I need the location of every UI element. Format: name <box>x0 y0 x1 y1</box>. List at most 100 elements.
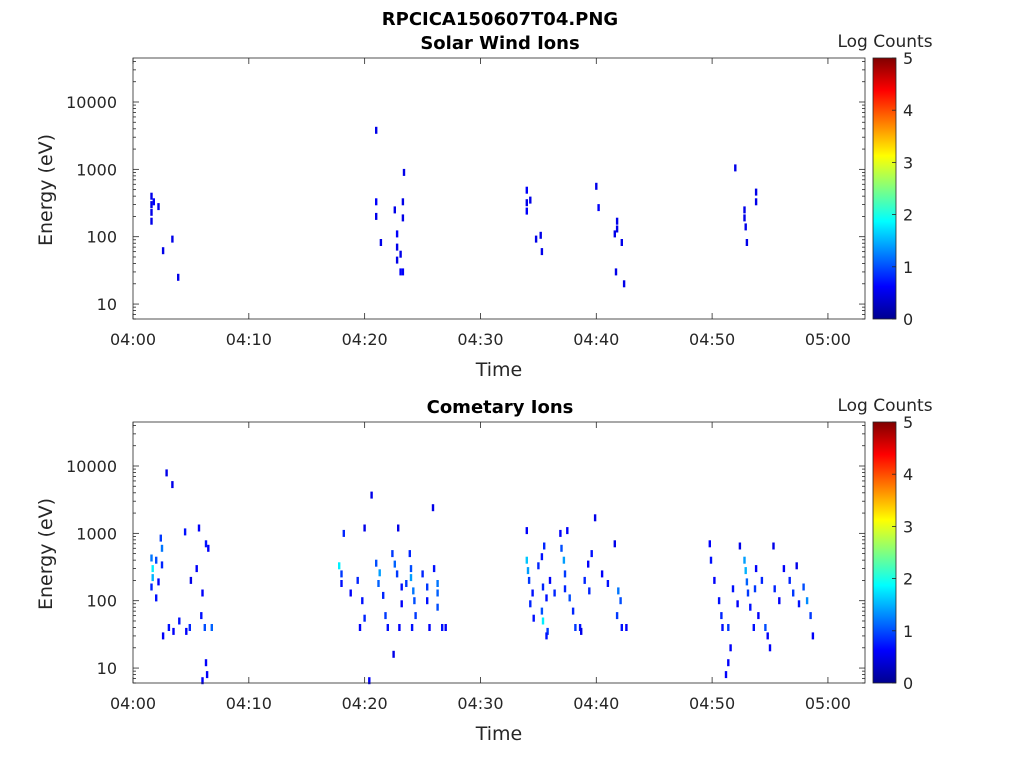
heatmap-cell <box>409 574 413 582</box>
heatmap-cell <box>395 570 399 578</box>
heatmap-cell <box>378 569 381 577</box>
colorbar-tick-label: 0 <box>903 674 913 693</box>
heatmap-cell <box>207 544 210 552</box>
heatmap-cell <box>525 556 528 564</box>
heatmap-cell <box>151 574 154 582</box>
heatmap-cell <box>734 164 737 172</box>
colorbar-tick-label: 3 <box>903 517 913 536</box>
heatmap-cells-cometary <box>150 469 815 685</box>
heatmap-cell <box>752 624 755 631</box>
heatmap-cell <box>622 280 626 288</box>
heatmap-cell <box>204 659 208 667</box>
heatmap-cell <box>738 542 742 550</box>
heatmap-cell <box>368 677 371 685</box>
x-axis-label-solar-wind: Time <box>475 359 523 381</box>
heatmap-cell <box>200 612 203 620</box>
heatmap-cell <box>546 627 549 635</box>
x-tick-label: 04:40 <box>573 694 619 713</box>
x-tick-label: 04:20 <box>342 330 388 349</box>
heatmap-cell <box>414 612 417 620</box>
heatmap-cell <box>797 600 801 608</box>
heatmap-cell <box>392 650 395 658</box>
y-tick-label: 10000 <box>66 457 117 476</box>
panel-solar-wind: Solar Wind Ions 04:00 04:10 04:20 04:30 04:4… <box>35 32 933 381</box>
heatmap-cells-solar-wind <box>150 126 758 288</box>
colorbar-label-solar-wind: Log Counts <box>837 32 932 52</box>
heatmap-cell <box>620 624 623 631</box>
heatmap-cell <box>183 528 187 536</box>
heatmap-cell <box>617 587 620 595</box>
colorbar-label-cometary: Log Counts <box>837 396 932 416</box>
colorbar-tick-label: 1 <box>903 258 913 277</box>
colorbar-tick-label: 2 <box>903 206 913 225</box>
heatmap-cell <box>399 250 402 258</box>
x-tick-label: 04:30 <box>457 694 503 713</box>
heatmap-cell <box>745 578 749 586</box>
colorbar-tick-label: 4 <box>903 101 913 120</box>
heatmap-cell <box>426 597 429 605</box>
y-tick-label: 100 <box>86 228 117 247</box>
heatmap-cell <box>342 529 345 537</box>
heatmap-cell <box>397 524 400 532</box>
heatmap-cell <box>375 212 378 220</box>
heatmap-cell <box>525 207 528 215</box>
colorbar-ticks-solar-wind: 0 1 2 3 4 5 <box>892 49 913 329</box>
heatmap-cell <box>531 589 534 597</box>
y-ticks-solar-wind: 10 100 1000 10000 <box>66 61 865 320</box>
heatmap-cell <box>792 589 795 597</box>
heatmap-cell <box>391 550 394 558</box>
heatmap-cell <box>625 624 628 631</box>
heatmap-cell <box>203 624 206 631</box>
heatmap-cell <box>766 632 769 640</box>
y-tick-label: 10 <box>97 659 117 678</box>
heatmap-cell <box>400 583 403 591</box>
heatmap-cell <box>532 614 535 622</box>
heatmap-cell <box>426 583 429 591</box>
heatmap-cell <box>171 235 174 243</box>
heatmap-cell <box>613 540 616 548</box>
heatmap-cell <box>529 196 532 204</box>
heatmap-cell <box>159 534 162 542</box>
heatmap-cell <box>743 214 746 222</box>
x-tick-label: 04:30 <box>457 330 503 349</box>
heatmap-cell <box>578 624 582 631</box>
heatmap-cell <box>743 206 746 214</box>
heatmap-cell <box>543 542 546 550</box>
heatmap-cell <box>189 576 193 584</box>
heatmap-cell <box>721 624 724 631</box>
plot-frame-cometary <box>132 421 866 684</box>
y-ticks-cometary: 10 100 1000 10000 <box>66 425 865 684</box>
heatmap-cell <box>150 208 153 216</box>
heatmap-cell <box>606 580 610 587</box>
heatmap-cell <box>382 591 385 599</box>
heatmap-cell <box>395 243 399 251</box>
heatmap-cell <box>749 603 752 611</box>
heatmap-cell <box>588 587 591 595</box>
colorbar-solar-wind <box>872 57 897 320</box>
heatmap-cell <box>811 632 815 640</box>
heatmap-cell <box>377 580 380 587</box>
heatmap-cell <box>204 540 208 548</box>
x-tick-label: 04:40 <box>573 330 619 349</box>
heatmap-cell <box>613 230 616 238</box>
heatmap-cell <box>580 627 583 635</box>
heatmap-cell <box>160 561 164 569</box>
heatmap-cell <box>720 612 723 620</box>
heatmap-cell <box>431 504 435 512</box>
heatmap-cell <box>398 624 401 631</box>
y-tick-label: 1000 <box>76 160 117 179</box>
heatmap-cell <box>185 627 188 635</box>
heatmap-cell <box>788 576 791 584</box>
heatmap-cell <box>201 677 204 685</box>
heatmap-cell <box>409 565 413 573</box>
heatmap-cell <box>402 168 406 176</box>
heatmap-cell <box>545 594 548 602</box>
colorbar-tick-label: 5 <box>903 413 913 432</box>
heatmap-cell <box>597 204 600 212</box>
heatmap-cell <box>413 597 416 605</box>
heatmap-cell <box>709 556 713 564</box>
heatmap-cell <box>563 585 567 593</box>
heatmap-cell <box>615 612 619 620</box>
heatmap-cell <box>432 565 436 573</box>
colorbar-cometary <box>872 421 897 684</box>
